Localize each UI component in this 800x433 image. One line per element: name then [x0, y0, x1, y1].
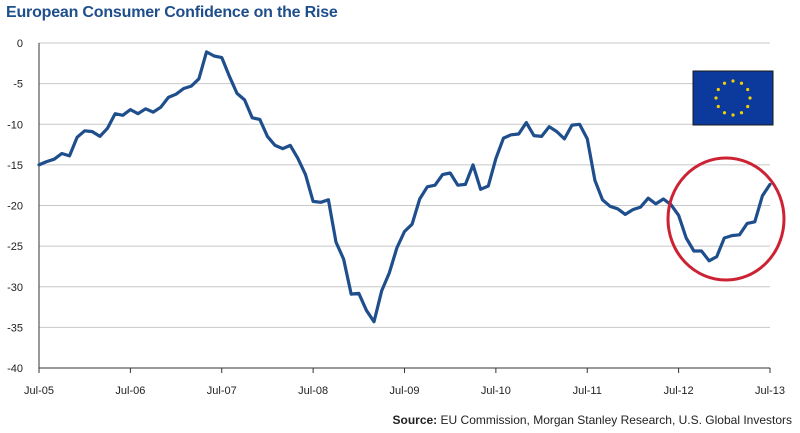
x-tick-label: Jul-08: [298, 385, 328, 397]
y-tick-label: -35: [7, 322, 23, 334]
eu-flag: [692, 70, 774, 126]
chart-title: European Consumer Confidence on the Rise: [6, 4, 338, 21]
y-tick-label: 0: [17, 38, 23, 50]
y-tick-label: -30: [7, 282, 23, 294]
eu-flag-star: [746, 104, 750, 109]
eu-flag-star: [746, 87, 750, 92]
x-tick-label: Jul-10: [481, 385, 511, 397]
eu-flag-star: [722, 111, 727, 115]
y-tick-label: -15: [7, 160, 23, 172]
highlight-circle: [666, 156, 786, 282]
x-tick-label: Jul-05: [24, 385, 54, 397]
source-text: EU Commission, Morgan Stanley Research, …: [440, 413, 792, 427]
x-tick-label: Jul-06: [115, 385, 145, 397]
eu-flag-star: [748, 96, 752, 100]
x-tick-label: Jul-09: [390, 385, 420, 397]
eu-flag-star: [731, 79, 735, 83]
source-note: Source: EU Commission, Morgan Stanley Re…: [393, 413, 793, 427]
x-tick-label: Jul-07: [207, 385, 237, 397]
y-tick-label: -5: [13, 79, 23, 91]
y-tick-label: -20: [7, 201, 23, 213]
y-tick-label: -40: [7, 363, 23, 375]
x-tick-label: Jul-11: [573, 385, 602, 397]
eu-flag-star: [716, 87, 720, 92]
eu-flag-star: [716, 104, 720, 109]
x-tick-label: Jul-13: [755, 385, 785, 397]
eu-flag-star: [739, 111, 744, 115]
eu-flag-star: [739, 81, 744, 85]
series-line: [37, 50, 772, 324]
y-tick-label: -25: [7, 241, 23, 253]
eu-flag-star: [722, 81, 727, 85]
y-tick-label: -10: [7, 119, 23, 131]
x-tick-label: Jul-12: [664, 385, 694, 397]
eu-flag-star: [714, 96, 718, 100]
eu-flag-star: [731, 113, 735, 117]
source-label: Source:: [392, 413, 438, 427]
